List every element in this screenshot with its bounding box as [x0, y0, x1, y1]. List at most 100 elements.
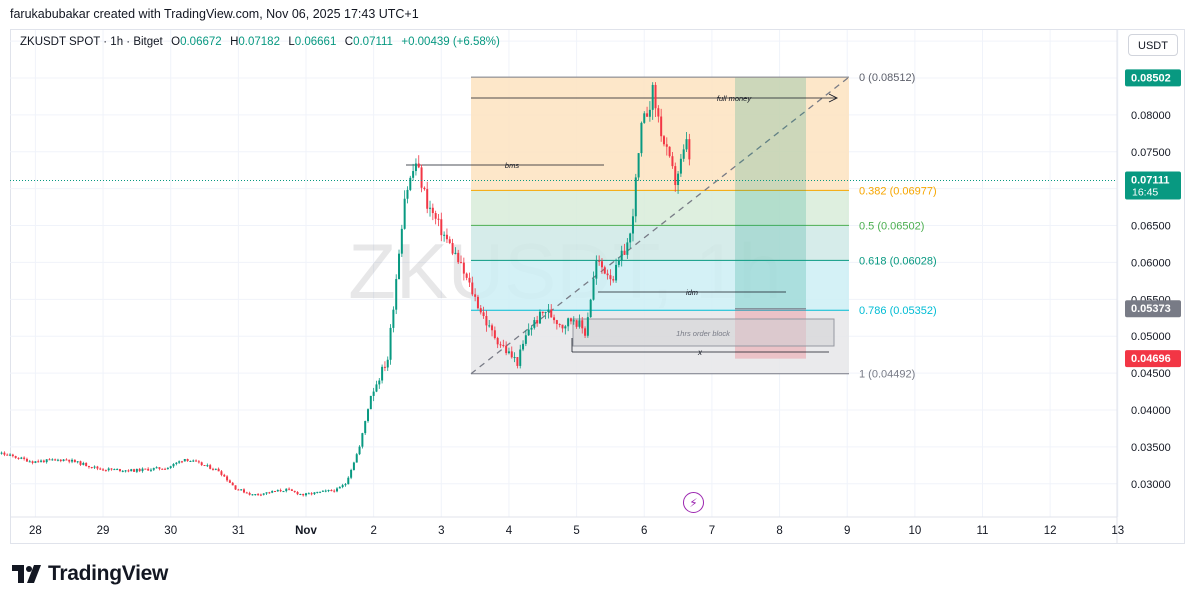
- candle-body: [197, 461, 200, 463]
- candle-body: [0, 452, 3, 454]
- candle-body: [674, 166, 677, 186]
- candle-body: [386, 359, 389, 368]
- candle-body: [28, 461, 31, 463]
- candle-body: [429, 207, 432, 209]
- fib-zone: [471, 260, 849, 311]
- full-money-arrowhead: [828, 93, 839, 103]
- candle-body: [45, 459, 48, 463]
- candle-body: [445, 234, 448, 240]
- candle-body: [522, 343, 525, 350]
- candle-body: [271, 491, 274, 493]
- candle-body: [248, 492, 251, 495]
- candle-body: [25, 458, 28, 462]
- candle-body: [200, 462, 203, 466]
- candle-body: [152, 468, 155, 470]
- candle-body: [468, 277, 471, 283]
- candle-body: [338, 487, 341, 489]
- candle-body: [431, 207, 434, 214]
- candle-body: [620, 250, 623, 261]
- price-tag: [1125, 350, 1181, 368]
- candle-body: [73, 459, 76, 463]
- candle-body: [383, 366, 386, 368]
- candle-body: [496, 338, 499, 345]
- time-axis-tick: 4: [506, 525, 513, 537]
- x-label: x: [697, 348, 703, 357]
- candle-body: [102, 469, 105, 471]
- candle-body: [76, 461, 79, 463]
- candle-body: [615, 264, 618, 281]
- candle-body: [662, 136, 665, 145]
- candle-body: [313, 492, 316, 495]
- tradingview-logo[interactable]: TradingView: [12, 562, 168, 586]
- candle-body: [90, 467, 93, 469]
- candle-body: [400, 228, 403, 254]
- price-axis-tick: 0.04000: [1131, 405, 1171, 417]
- candle-body: [488, 325, 491, 327]
- candle-body: [290, 489, 293, 491]
- candle-body: [592, 278, 595, 300]
- fib-level-label: 1 (0.04492): [859, 369, 915, 381]
- candle-body: [302, 493, 305, 496]
- bms-label: bms: [505, 161, 519, 170]
- candle-body: [631, 216, 634, 234]
- candle-body: [651, 84, 654, 110]
- fib-zone: [471, 225, 849, 261]
- high-value: 0.07182: [238, 36, 280, 48]
- candle-body: [31, 461, 34, 463]
- candle-body: [316, 491, 319, 493]
- candle-body: [17, 457, 20, 459]
- candle-body: [3, 452, 6, 455]
- price-tag: [1125, 171, 1181, 200]
- candle-body: [118, 469, 121, 471]
- candle-body: [211, 468, 214, 470]
- candle-body: [420, 167, 423, 188]
- time-axis-tick: 9: [844, 525, 850, 537]
- candle-body: [392, 309, 395, 328]
- candle-body: [20, 457, 23, 459]
- candle-body: [347, 477, 350, 485]
- time-axis-tick: 31: [232, 525, 245, 537]
- candle-body: [251, 494, 254, 496]
- price-axis-tick: 0.05000: [1131, 331, 1171, 343]
- price-tag-value: 0.05373: [1131, 303, 1171, 315]
- candle-body: [203, 465, 206, 467]
- candle-body: [254, 494, 257, 496]
- candle-body: [569, 318, 572, 322]
- candle-body: [493, 330, 496, 339]
- candle-body: [550, 309, 553, 318]
- candle-body: [341, 485, 344, 488]
- candle-body: [606, 273, 609, 276]
- candle-body: [99, 468, 102, 470]
- candle-body: [513, 357, 516, 359]
- candle-body: [352, 462, 355, 470]
- candle-body: [510, 351, 513, 358]
- candle-body: [634, 177, 637, 217]
- candle-body: [434, 213, 437, 219]
- candle-body: [665, 144, 668, 147]
- currency-button[interactable]: USDT: [1128, 34, 1178, 56]
- price-tag-value: 0.04696: [1131, 353, 1171, 365]
- candle-body: [530, 327, 533, 330]
- candle-body: [426, 189, 429, 209]
- close-label: C: [344, 36, 354, 48]
- price-tag-countdown: 16:45: [1132, 186, 1158, 198]
- time-axis-tick: 11: [977, 525, 989, 537]
- lightning-bolt-icon[interactable]: ⚡: [683, 492, 704, 513]
- change-value: +0.00439 (+6.58%): [401, 36, 500, 48]
- candle-body: [671, 156, 674, 167]
- price-axis-tick: 0.03500: [1131, 442, 1171, 454]
- candle-body: [288, 488, 291, 490]
- candle-body: [79, 461, 82, 465]
- candle-body: [133, 469, 136, 472]
- candle-body: [443, 234, 446, 236]
- candle-body: [130, 469, 133, 472]
- price-axis-tick: 0.03000: [1131, 479, 1171, 491]
- candle-body: [572, 320, 575, 322]
- candle-body: [609, 275, 612, 280]
- time-axis-tick: 10: [908, 525, 921, 537]
- candles: [0, 82, 691, 497]
- candle-body: [48, 459, 51, 461]
- high-label: H: [230, 36, 239, 48]
- candle-body: [364, 421, 367, 434]
